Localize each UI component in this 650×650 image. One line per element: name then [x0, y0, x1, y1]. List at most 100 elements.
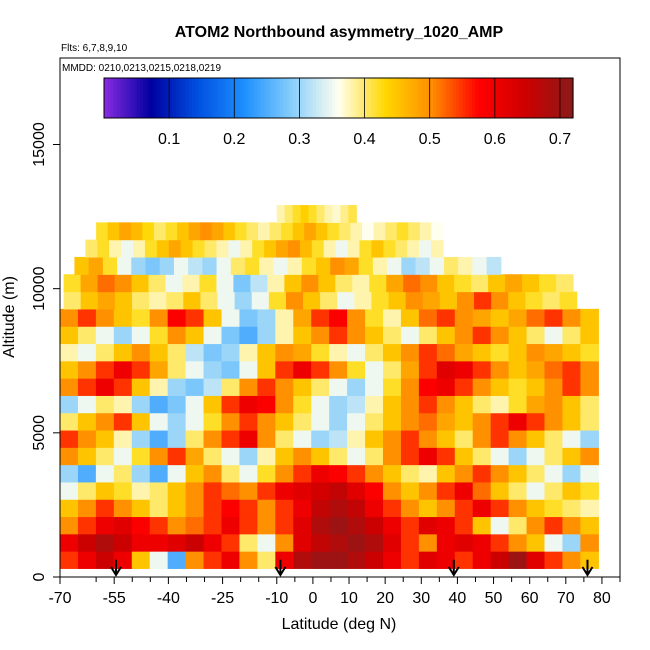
colorbar-swatch: [566, 78, 571, 118]
heatmap-cell: [244, 256, 260, 275]
heatmap-cell: [167, 516, 187, 535]
heatmap-cell: [95, 447, 115, 466]
altitude-band: [60, 429, 599, 448]
heatmap-cell: [131, 516, 151, 535]
heatmap-cell: [95, 308, 115, 327]
heatmap-cell: [293, 412, 312, 431]
heatmap-cell: [562, 343, 581, 362]
x-tick-label: -70: [48, 590, 71, 607]
heatmap-cell: [102, 256, 118, 275]
heatmap-cell: [400, 464, 420, 483]
heatmap-cell: [149, 395, 169, 414]
colorbar-swatch: [491, 78, 496, 118]
colorbar-swatch: [214, 78, 219, 118]
heatmap-cell: [60, 447, 79, 466]
heatmap-cell: [203, 499, 223, 518]
heatmap-cell: [203, 429, 223, 448]
colorbar-swatch: [436, 78, 441, 118]
heatmap-cell: [382, 412, 402, 431]
heatmap-cell: [60, 378, 79, 396]
colorbar-swatch: [494, 78, 499, 118]
y-axis-label: Altitude (m): [1, 276, 18, 358]
heatmap-cell: [382, 464, 402, 483]
colorbar-swatch: [299, 78, 304, 118]
heatmap-cell: [268, 291, 287, 310]
heatmap-cell: [203, 326, 223, 345]
heatmap-cell: [95, 395, 115, 414]
heatmap-cell: [316, 205, 326, 223]
heatmap-cell: [522, 274, 540, 293]
colorbar-swatch: [195, 78, 200, 118]
heatmap-cell: [508, 343, 528, 362]
colorbar-swatch: [227, 78, 232, 118]
heatmap-cell: [119, 222, 132, 241]
heatmap-cell: [311, 360, 330, 379]
heatmap-cell: [185, 360, 205, 379]
heatmap-cell: [420, 274, 438, 293]
heatmap-cell: [490, 308, 510, 327]
y-tick-label: 5000: [31, 415, 48, 451]
altitude-band: [63, 291, 578, 310]
heatmap-cell: [365, 516, 384, 535]
heatmap-cell: [491, 291, 509, 310]
x-tick-label: 20: [376, 590, 394, 607]
heatmap-cell: [372, 256, 388, 275]
heatmap-cell: [293, 308, 312, 327]
heatmap-cell: [257, 343, 276, 362]
colorbar-swatch: [276, 78, 281, 118]
heatmap-cell: [362, 222, 375, 241]
heatmap-cell: [490, 429, 510, 448]
heatmap-cell: [217, 291, 236, 310]
colorbar-swatch: [384, 78, 388, 118]
colorbar-swatch: [191, 78, 196, 118]
heatmap-cell: [311, 326, 330, 345]
chart-title: ATOM2 Northbound asymmetry_1020_AMP: [175, 24, 504, 41]
heatmap-cell: [454, 481, 474, 500]
heatmap-cell: [350, 222, 363, 241]
heatmap-cell: [221, 429, 241, 448]
heatmap-cell: [526, 412, 546, 431]
heatmap-cell: [508, 360, 528, 379]
colorbar-swatch: [455, 78, 460, 118]
colorbar-swatch: [419, 78, 424, 118]
heatmap-cell: [131, 343, 151, 362]
heatmap-cell: [293, 499, 312, 518]
heatmap-cell: [431, 239, 444, 258]
heatmap-cell: [113, 378, 133, 396]
heatmap-cell: [185, 516, 205, 535]
heatmap-cell: [490, 481, 510, 500]
x-tick-label: 70: [557, 590, 575, 607]
colorbar-swatch: [546, 78, 551, 118]
heatmap-cell: [167, 326, 187, 345]
heatmap-cell: [311, 239, 325, 258]
heatmap-cell: [396, 222, 409, 241]
heatmap-cell: [292, 222, 305, 241]
colorbar-swatch: [260, 78, 265, 118]
altitude-band: [60, 499, 599, 518]
heatmap-cell: [113, 412, 133, 431]
colorbar-swatch: [553, 78, 558, 118]
heatmap-cell: [311, 343, 330, 362]
heatmap-cell: [257, 481, 276, 500]
heatmap-cell: [131, 360, 151, 379]
colorbar-swatch: [110, 78, 115, 118]
heatmap-cell: [443, 256, 459, 275]
heatmap-cell: [77, 378, 97, 396]
heatmap-cell: [472, 481, 492, 500]
heatmap-cell: [113, 447, 133, 466]
dates-note: MMDD: 0210,0213,0215,0218,0219: [62, 63, 221, 74]
heatmap-cell: [458, 256, 473, 275]
heatmap-cell: [203, 395, 223, 414]
heatmap-cell: [185, 533, 205, 552]
heatmap-cell: [239, 378, 258, 396]
profile-arrow-head: [447, 566, 460, 577]
heatmap-cell: [419, 222, 433, 241]
colorbar-swatch: [224, 78, 229, 118]
colorbar-swatch: [371, 78, 375, 118]
heatmap-cell: [221, 516, 241, 535]
heatmap-cell: [418, 378, 438, 396]
colorbar-swatch: [113, 78, 118, 118]
heatmap-cell: [60, 481, 79, 500]
heatmap-cell: [95, 360, 115, 379]
heatmap-cell: [239, 551, 258, 569]
